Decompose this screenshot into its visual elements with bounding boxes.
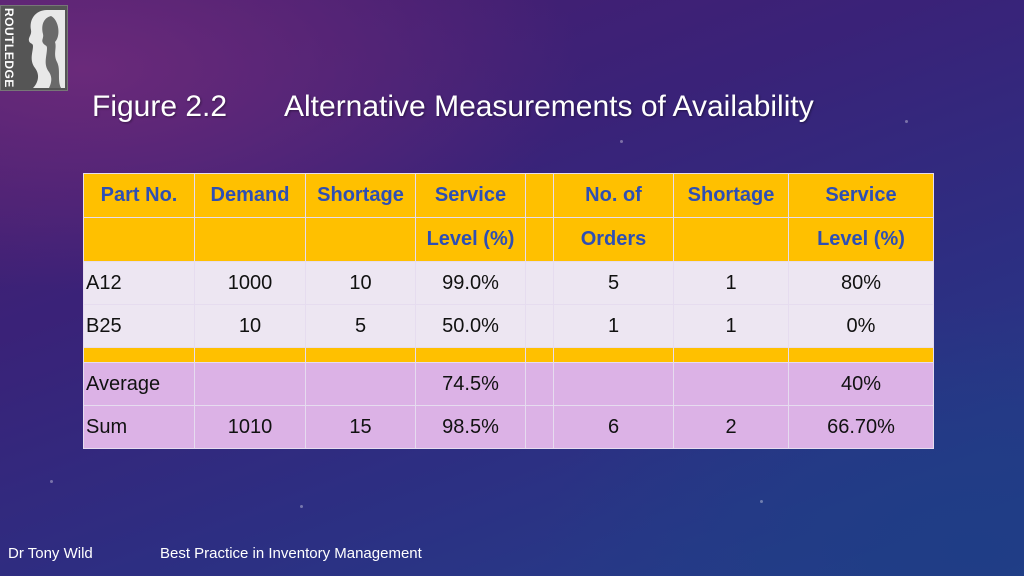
slide-title: Figure 2.2 Alternative Measurements of Av… — [92, 90, 814, 124]
table-cell — [553, 362, 674, 406]
footer-author: Dr Tony Wild — [8, 545, 93, 562]
separator-cell — [194, 347, 306, 363]
table-cell — [525, 362, 554, 406]
table-cell — [525, 261, 554, 305]
table-cell: 10 — [194, 304, 306, 348]
figure-title: Alternative Measurements of Availability — [284, 90, 814, 123]
separator-cell — [415, 347, 526, 363]
availability-table: Part No. Demand Shortage Service No. of … — [83, 173, 934, 449]
background-speck — [300, 505, 303, 508]
table-cell: 74.5% — [415, 362, 526, 406]
table-cell: 99.0% — [415, 261, 526, 305]
table-cell: 10 — [305, 261, 416, 305]
table-cell: A12 — [83, 261, 195, 305]
table-cell: 80% — [788, 261, 934, 305]
background-speck — [620, 140, 623, 143]
table-cell — [673, 362, 789, 406]
header-cell: Service — [788, 173, 934, 218]
separator-cell — [788, 347, 934, 363]
table-cell: Average — [83, 362, 195, 406]
table-cell: 1010 — [194, 405, 306, 449]
table-cell: 66.70% — [788, 405, 934, 449]
table-cell: 1 — [553, 304, 674, 348]
table-cell — [525, 405, 554, 449]
table-summary-row: Sum 1010 15 98.5% 6 2 66.70% — [83, 405, 934, 449]
table-row: A12 1000 10 99.0% 5 1 80% — [83, 261, 934, 305]
figure-label: Figure 2.2 — [92, 90, 228, 123]
footer-book-title: Best Practice in Inventory Management — [160, 545, 422, 562]
header-cell: Demand — [194, 173, 306, 218]
faces-icon — [28, 10, 65, 88]
table-cell: B25 — [83, 304, 195, 348]
table-cell: 6 — [553, 405, 674, 449]
header-cell: Shortage — [673, 173, 789, 218]
header-cell: No. of — [553, 173, 674, 218]
table-row: B25 10 5 50.0% 1 1 0% — [83, 304, 934, 348]
header-cell: Part No. — [83, 173, 195, 218]
table-header-row: Level (%) Orders Level (%) — [83, 217, 934, 262]
separator-cell — [83, 347, 195, 363]
logo-text: ROUTLEDGE — [2, 8, 16, 88]
header-cell — [525, 173, 554, 218]
table-summary-row: Average 74.5% 40% — [83, 362, 934, 406]
header-cell: Service — [415, 173, 526, 218]
header-cell: Orders — [553, 217, 674, 262]
table-cell: 15 — [305, 405, 416, 449]
table-cell: 1 — [673, 261, 789, 305]
table-cell — [305, 362, 416, 406]
separator-cell — [553, 347, 674, 363]
header-cell — [673, 217, 789, 262]
separator-cell — [305, 347, 416, 363]
header-cell — [194, 217, 306, 262]
header-cell: Level (%) — [788, 217, 934, 262]
table-cell: 40% — [788, 362, 934, 406]
table-separator-row — [83, 347, 934, 363]
table-cell: 2 — [673, 405, 789, 449]
routledge-logo: ROUTLEDGE — [0, 5, 68, 91]
table-cell: 1 — [673, 304, 789, 348]
table-header-row: Part No. Demand Shortage Service No. of … — [83, 173, 934, 218]
table-cell: 5 — [553, 261, 674, 305]
table-cell: 1000 — [194, 261, 306, 305]
separator-cell — [525, 347, 554, 363]
background-speck — [760, 500, 763, 503]
background-speck — [905, 120, 908, 123]
table-cell: 50.0% — [415, 304, 526, 348]
header-cell — [525, 217, 554, 262]
table-cell: Sum — [83, 405, 195, 449]
table-cell: 5 — [305, 304, 416, 348]
header-cell: Level (%) — [415, 217, 526, 262]
table-cell: 0% — [788, 304, 934, 348]
table-cell — [525, 304, 554, 348]
header-cell: Shortage — [305, 173, 416, 218]
header-cell — [305, 217, 416, 262]
table-cell: 98.5% — [415, 405, 526, 449]
header-cell — [83, 217, 195, 262]
background-speck — [50, 480, 53, 483]
separator-cell — [673, 347, 789, 363]
table-cell — [194, 362, 306, 406]
